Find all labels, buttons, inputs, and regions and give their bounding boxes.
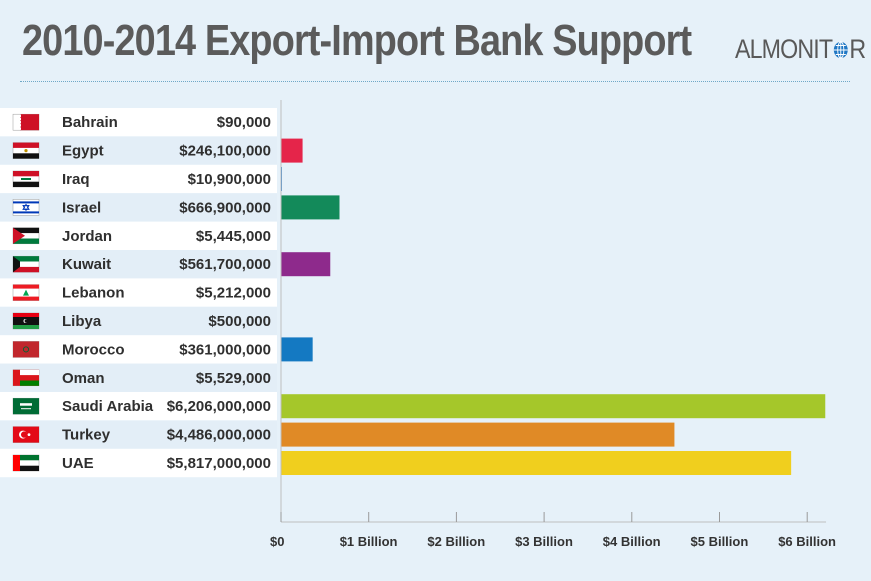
value-label-israel: $666,900,000 — [179, 199, 271, 216]
turkey-flag — [12, 426, 40, 443]
row-bg-jordan — [0, 221, 277, 250]
value-label-libya: $500,000 — [208, 313, 271, 330]
value-label-turkey: $4,486,000,000 — [167, 427, 271, 444]
lebanon-flag — [12, 284, 40, 301]
saudi-arabia-flag — [12, 397, 40, 415]
row-bg-morocco — [0, 335, 277, 364]
value-label-oman: $5,529,000 — [196, 370, 271, 387]
bar-turkey — [281, 422, 675, 447]
row-bg-saudi-arabia — [0, 392, 277, 421]
israel-flag — [12, 199, 40, 216]
value-label-kuwait: $561,700,000 — [179, 256, 271, 273]
row-bg-turkey — [0, 420, 277, 449]
value-label-saudi-arabia: $6,206,000,000 — [167, 398, 271, 415]
kuwait-flag — [12, 255, 40, 273]
value-label-morocco: $361,000,000 — [179, 341, 271, 358]
country-label-libya: Libya — [62, 313, 102, 330]
bar-uae — [281, 451, 792, 475]
bar-egypt — [281, 138, 303, 163]
x-tick-label-0: $0 — [270, 534, 284, 549]
country-label-egypt: Egypt — [62, 143, 104, 160]
country-label-israel: Israel — [62, 199, 101, 216]
country-label-morocco: Morocco — [62, 341, 125, 358]
row-bg-egypt — [0, 136, 277, 165]
iraq-flag — [12, 170, 40, 188]
bar-saudi-arabia — [281, 394, 826, 419]
jordan-flag — [12, 227, 40, 245]
country-label-kuwait: Kuwait — [62, 256, 111, 273]
brand-text-middle: MONIT — [761, 34, 833, 64]
bar-israel — [281, 195, 340, 220]
country-label-oman: Oman — [62, 370, 105, 387]
egypt-flag — [12, 142, 40, 159]
bahrain-flag — [12, 113, 40, 131]
x-tick-label-4: $4 Billion — [603, 534, 661, 549]
value-label-bahrain: $90,000 — [217, 114, 271, 131]
row-bg-bahrain — [0, 108, 277, 137]
country-label-lebanon: Lebanon — [62, 285, 125, 302]
libya-flag — [12, 312, 40, 330]
x-tick-label-1: $1 Billion — [340, 534, 398, 549]
value-label-egypt: $246,100,000 — [179, 143, 271, 160]
page-title: 2010-2014 Export-Import Bank Support — [22, 16, 692, 65]
row-bg-kuwait — [0, 250, 277, 279]
bar-morocco — [281, 337, 313, 362]
x-tick-label-5: $5 Billion — [691, 534, 749, 549]
value-label-iraq: $10,900,000 — [188, 171, 271, 188]
value-label-jordan: $5,445,000 — [196, 228, 271, 245]
brand-logo: AL MONIT R — [735, 34, 866, 65]
x-tick-label-6: $6 Billion — [778, 534, 836, 549]
country-label-jordan: Jordan — [62, 228, 112, 245]
title-divider — [20, 81, 850, 82]
country-label-turkey: Turkey — [62, 427, 111, 444]
brand-text-start: AL — [735, 34, 763, 64]
row-bg-uae — [0, 448, 277, 478]
row-bg-iraq — [0, 164, 277, 194]
x-tick-label-2: $2 Billion — [427, 534, 485, 549]
morocco-flag — [12, 341, 40, 358]
oman-flag — [12, 369, 40, 387]
brand-text-end: R — [849, 34, 866, 64]
row-bg-lebanon — [0, 278, 277, 307]
row-bg-oman — [0, 363, 277, 392]
country-label-uae: UAE — [62, 455, 94, 472]
country-label-bahrain: Bahrain — [62, 114, 118, 131]
country-label-iraq: Iraq — [62, 171, 90, 188]
uae-flag — [12, 454, 40, 472]
country-label-saudi-arabia: Saudi Arabia — [62, 398, 154, 415]
value-label-lebanon: $5,212,000 — [196, 285, 271, 302]
x-tick-label-3: $3 Billion — [515, 534, 573, 549]
globe-icon — [833, 40, 848, 59]
row-bg-israel — [0, 193, 277, 222]
row-bg-libya — [0, 306, 277, 336]
value-label-uae: $5,817,000,000 — [167, 455, 271, 472]
bar-kuwait — [281, 252, 331, 277]
